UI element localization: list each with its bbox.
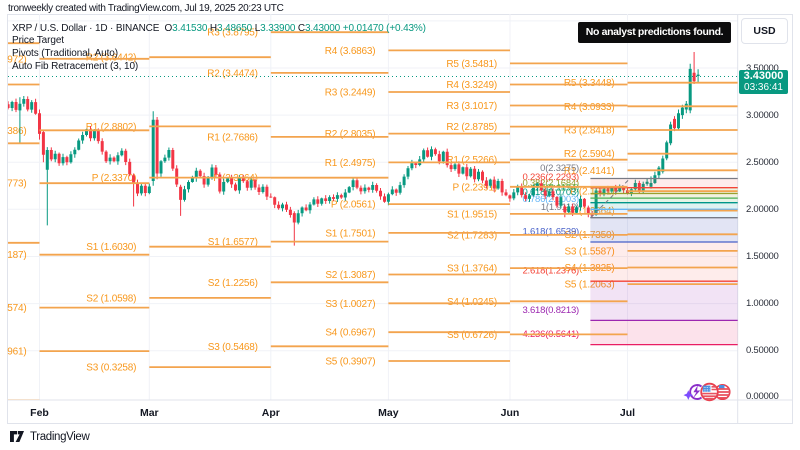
svg-text:S2 (1.2256): S2 (1.2256) <box>208 278 258 289</box>
svg-text:P (2.0561): P (2.0561) <box>331 200 376 211</box>
svg-text:0(2.3275): 0(2.3275) <box>540 163 579 174</box>
svg-text:961): 961) <box>7 347 26 358</box>
svg-text:P (2.2391): P (2.2391) <box>452 182 497 193</box>
svg-text:0.382(2.1684): 0.382(2.1684) <box>522 178 579 189</box>
svg-text:S2 (1.7283): S2 (1.7283) <box>447 230 497 241</box>
svg-text:386): 386) <box>7 126 26 137</box>
svg-text:S2 (1.0598): S2 (1.0598) <box>86 293 136 304</box>
svg-text:0.5(2.1194): 0.5(2.1194) <box>533 183 579 194</box>
svg-text:R1 (2.8802): R1 (2.8802) <box>86 122 137 133</box>
svg-text:972): 972) <box>7 54 26 65</box>
svg-text:S3 (0.3258): S3 (0.3258) <box>86 363 136 374</box>
svg-text:S2 (1.3087): S2 (1.3087) <box>325 270 375 281</box>
svg-text:R1 (2.5266): R1 (2.5266) <box>446 155 497 166</box>
svg-text:2.618(1.2376): 2.618(1.2376) <box>522 266 579 277</box>
svg-text:R2 (2.5904): R2 (2.5904) <box>564 149 615 160</box>
svg-text:S3 (1.3764): S3 (1.3764) <box>447 264 497 275</box>
svg-text:P (2.1921): P (2.1921) <box>570 187 615 198</box>
svg-text:S1 (1.6030): S1 (1.6030) <box>86 242 136 253</box>
svg-text:S5 (0.6726): S5 (0.6726) <box>447 330 497 341</box>
svg-text:S3 (0.5468): S3 (0.5468) <box>208 342 258 353</box>
svg-text:S4 (0.6967): S4 (0.6967) <box>325 328 375 339</box>
svg-text:574): 574) <box>7 303 26 314</box>
svg-text:P (2.3370): P (2.3370) <box>92 173 137 184</box>
svg-text:R3 (2.8418): R3 (2.8418) <box>564 126 615 137</box>
svg-text:S1 (1.9515): S1 (1.9515) <box>447 209 497 220</box>
svg-text:S3 (1.5587): S3 (1.5587) <box>564 246 614 257</box>
svg-text:S5 (1.2063): S5 (1.2063) <box>564 280 614 291</box>
svg-text:R5 (3.5481): R5 (3.5481) <box>446 59 497 70</box>
svg-text:S5 (0.3907): S5 (0.3907) <box>325 357 375 368</box>
svg-text:S3 (1.0027): S3 (1.0027) <box>325 299 375 310</box>
svg-text:187): 187) <box>7 250 26 261</box>
svg-text:R2 (2.8785): R2 (2.8785) <box>446 122 497 133</box>
svg-text:R1 (2.7686): R1 (2.7686) <box>207 132 258 143</box>
svg-text:R4 (3.3249): R4 (3.3249) <box>446 80 497 91</box>
svg-text:R2 (3.4474): R2 (3.4474) <box>207 68 258 79</box>
svg-text:0.618(2.0703): 0.618(2.0703) <box>522 187 579 198</box>
svg-text:773): 773) <box>7 179 26 190</box>
svg-text:R3 (3.1017): R3 (3.1017) <box>446 101 497 112</box>
svg-text:R3 (3.2449): R3 (3.2449) <box>325 88 376 99</box>
svg-text:R1 (2.4975): R1 (2.4975) <box>325 158 376 169</box>
svg-text:S4 (1.0245): S4 (1.0245) <box>447 297 497 308</box>
svg-text:R1 (2.4141): R1 (2.4141) <box>564 166 615 177</box>
svg-text:0.786(2.0003): 0.786(2.0003) <box>522 194 579 205</box>
svg-text:1(1.9112): 1(1.9112) <box>541 202 579 213</box>
svg-text:R4 (3.0933): R4 (3.0933) <box>564 102 615 113</box>
svg-text:S1 (1.6577): S1 (1.6577) <box>208 237 258 248</box>
svg-text:3.618(0.8213): 3.618(0.8213) <box>522 305 579 316</box>
svg-text:R4 (3.6863): R4 (3.6863) <box>325 46 376 57</box>
svg-text:P (2.3364): P (2.3364) <box>213 173 258 184</box>
svg-text:R3 (3.8795): R3 (3.8795) <box>207 28 258 39</box>
svg-text:1.618(1.6539): 1.618(1.6539) <box>522 227 579 238</box>
svg-text:R2 (2.8035): R2 (2.8035) <box>325 129 376 140</box>
svg-text:0.236(2.2293): 0.236(2.2293) <box>522 172 579 183</box>
svg-text:S1 (1.7501): S1 (1.7501) <box>325 228 375 239</box>
